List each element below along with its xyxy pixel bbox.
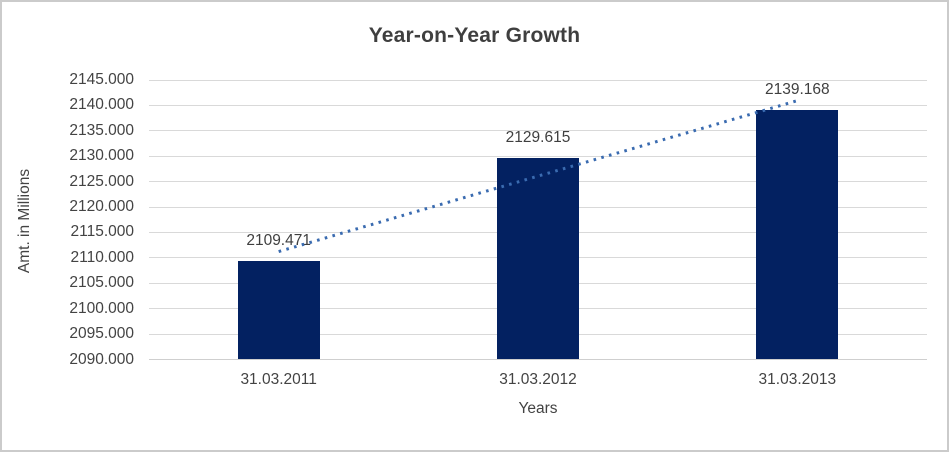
chart-title: Year-on-Year Growth	[368, 24, 581, 47]
y-tick-label: 2090.000	[69, 350, 134, 368]
y-tick-label: 2140.000	[69, 96, 134, 114]
y-tick-label: 2130.000	[69, 147, 134, 165]
y-tick-label: 2120.000	[69, 198, 134, 216]
bar-data-label: 2139.168	[765, 80, 830, 98]
y-tick-label: 2110.000	[70, 248, 135, 266]
bar	[497, 158, 579, 360]
x-tick-label: 31.03.2013	[758, 370, 837, 388]
bar	[756, 109, 839, 360]
y-tick-label: 2145.000	[69, 71, 134, 88]
x-axis-title: Years	[518, 400, 558, 417]
gridline	[149, 79, 927, 81]
x-tick-label: 31.03.2011	[240, 370, 317, 388]
y-tick-label: 2105.000	[69, 274, 134, 292]
gridline	[149, 359, 927, 360]
bar-data-label: 2129.615	[505, 129, 571, 147]
y-tick-label: 2135.000	[69, 121, 134, 139]
y-tick-label: 2095.000	[69, 325, 134, 343]
x-tick-label: 31.03.2012	[499, 370, 577, 388]
bar	[237, 260, 320, 360]
bar-data-label: 2109.471	[246, 231, 311, 249]
y-tick-label: 2125.000	[69, 172, 134, 190]
y-tick-label: 2115.000	[70, 223, 135, 241]
y-tick-label: 2100.000	[69, 299, 134, 317]
gridline	[149, 104, 927, 106]
